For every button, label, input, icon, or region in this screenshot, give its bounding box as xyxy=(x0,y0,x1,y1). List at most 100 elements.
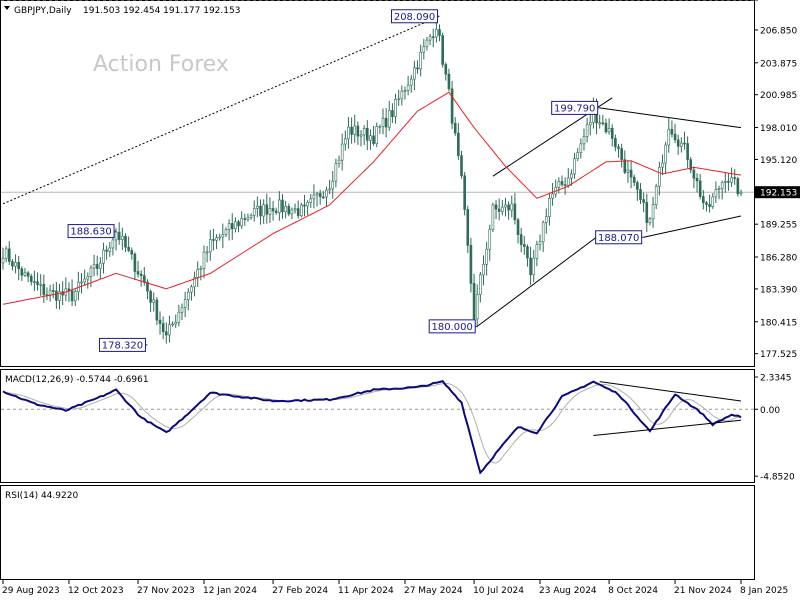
candle-body xyxy=(271,208,275,212)
candle-body xyxy=(199,268,203,270)
candle-body xyxy=(328,188,331,191)
candle-body xyxy=(340,143,344,161)
trendline xyxy=(2,15,440,205)
candle-body xyxy=(723,181,727,183)
candle-body xyxy=(315,193,319,196)
candle-body xyxy=(183,299,187,308)
candle-body xyxy=(121,235,124,241)
candle-body xyxy=(551,193,554,199)
macd-label: MACD(12,26,9) -0.5744 -0.6961 xyxy=(5,375,149,385)
candle-body xyxy=(457,132,460,156)
candle-body xyxy=(441,35,444,65)
candle-body xyxy=(504,204,507,208)
candle-body xyxy=(381,117,385,127)
candle-body xyxy=(293,208,297,211)
candle-body xyxy=(692,169,696,179)
candle-body xyxy=(570,173,573,179)
candle-body xyxy=(573,158,576,175)
candle-body xyxy=(133,253,137,272)
annotation-box xyxy=(595,230,643,245)
candle-body xyxy=(563,184,567,186)
candle-body xyxy=(472,283,476,320)
candle-body xyxy=(215,237,218,241)
trendline xyxy=(476,234,600,327)
candle-body xyxy=(325,189,328,198)
rsi-axis: 10070300 xyxy=(754,0,777,3)
candle-body xyxy=(180,307,184,313)
candle-body xyxy=(92,264,96,269)
candle-body xyxy=(155,299,159,321)
price-pane-frame xyxy=(0,0,755,367)
candle-body xyxy=(431,36,435,39)
annotation-label: 178.320 xyxy=(102,340,143,351)
candle-body xyxy=(447,73,451,90)
macd-axis-label: -4.8520 xyxy=(760,473,795,483)
candle-body xyxy=(582,136,586,145)
candle-body xyxy=(598,122,601,125)
date-axis-label: 23 Aug 2024 xyxy=(539,586,597,596)
annotation-box xyxy=(67,224,115,239)
candle-body xyxy=(281,199,284,213)
candle-body xyxy=(331,180,335,190)
candle-body xyxy=(507,204,510,211)
candle-body xyxy=(479,274,482,295)
dropdown-triangle-icon[interactable] xyxy=(4,6,10,10)
annotation-box xyxy=(391,9,439,24)
candle-body xyxy=(639,189,642,200)
candle-body xyxy=(702,196,705,204)
candle-body xyxy=(695,177,699,182)
candle-body xyxy=(303,204,306,207)
price-axis-label: 189.255 xyxy=(760,221,797,231)
candle-body xyxy=(642,199,645,203)
candle-body xyxy=(708,204,711,207)
candle-body xyxy=(362,128,366,136)
candle-body xyxy=(359,134,363,137)
candle-body xyxy=(158,319,162,324)
candle-body xyxy=(541,222,545,243)
candle-body xyxy=(139,273,143,276)
moving-average-line xyxy=(2,91,742,305)
candle-body xyxy=(300,204,303,216)
candle-body xyxy=(689,159,693,171)
symbol-label: GBPJPY,Daily xyxy=(14,6,72,16)
candle-body xyxy=(256,205,259,209)
candle-body xyxy=(372,135,375,144)
candle-body xyxy=(51,290,55,292)
candle-body xyxy=(491,204,495,230)
candle-body xyxy=(177,311,181,323)
candle-body xyxy=(529,257,532,276)
rsi-pane-frame xyxy=(0,485,755,580)
candle-body xyxy=(482,264,485,276)
candle-body xyxy=(221,234,225,238)
candle-body xyxy=(576,152,579,160)
candle-body xyxy=(202,251,206,269)
candle-body xyxy=(387,110,391,128)
candle-body xyxy=(174,322,178,325)
candle-body xyxy=(249,215,253,218)
candle-body xyxy=(26,272,30,277)
candle-body xyxy=(686,143,689,160)
candle-body xyxy=(29,276,33,282)
candle-body xyxy=(409,78,413,86)
candle-body xyxy=(604,122,608,133)
candle-body xyxy=(318,193,322,198)
candle-body xyxy=(510,203,514,211)
candle-body xyxy=(614,138,617,148)
candle-body xyxy=(654,185,658,205)
candle-body xyxy=(99,262,102,269)
candle-body xyxy=(42,283,46,296)
candle-body xyxy=(350,126,353,135)
date-axis-label: 29 Aug 2023 xyxy=(2,586,60,596)
candle-body xyxy=(234,221,237,230)
candle-body xyxy=(322,196,325,199)
candle-body xyxy=(130,250,134,255)
candle-body xyxy=(246,216,250,220)
candle-body xyxy=(588,122,592,126)
candle-body xyxy=(673,133,677,141)
candle-body xyxy=(39,283,42,286)
candle-body xyxy=(356,125,360,137)
candle-body xyxy=(620,148,623,160)
macd-axis-label: 0.00 xyxy=(760,406,780,416)
candle-body xyxy=(438,29,441,36)
